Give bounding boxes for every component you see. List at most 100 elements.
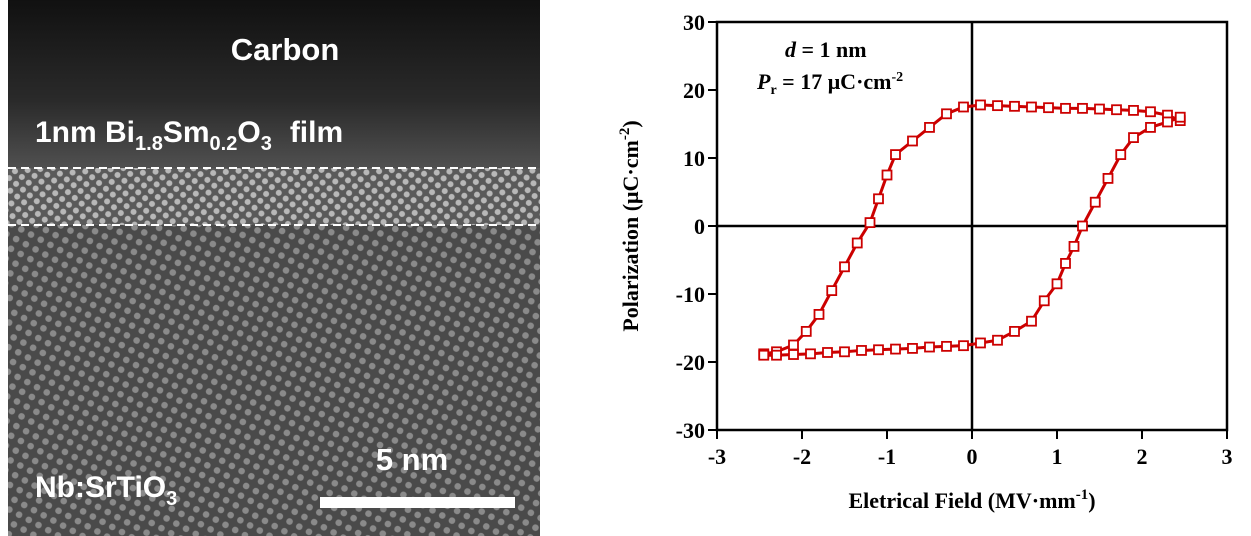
data-point — [1128, 132, 1139, 144]
data-point — [941, 340, 952, 352]
data-point — [1077, 220, 1088, 232]
data-point — [1043, 102, 1054, 114]
data-point — [881, 169, 893, 181]
data-point — [1026, 315, 1037, 327]
data-point — [1009, 100, 1020, 112]
data-point — [1094, 103, 1105, 115]
data-point — [1174, 111, 1186, 123]
x-tick-label: 2 — [1137, 444, 1148, 469]
annotation-part: P — [756, 69, 771, 94]
data-point — [924, 122, 935, 133]
data-point — [1111, 104, 1122, 116]
data-point — [1145, 122, 1156, 133]
y-tick-label: -10 — [676, 282, 705, 307]
carbon-region — [8, 0, 540, 168]
data-point — [873, 193, 884, 205]
data-point — [856, 345, 867, 356]
data-point — [1038, 295, 1050, 307]
data-point — [771, 349, 782, 361]
label-part: Sm — [163, 116, 210, 149]
data-point — [890, 149, 901, 161]
annotation-part: = 17 μC·cm — [777, 69, 892, 94]
data-point — [941, 108, 952, 120]
x-tick-label: 1 — [1052, 444, 1063, 469]
data-point — [992, 100, 1003, 112]
substrate-label: Nb:SrTiO3 — [35, 471, 177, 510]
data-point — [826, 285, 838, 297]
data-point — [851, 237, 863, 249]
annotation-part: d — [785, 37, 797, 62]
label-part: Polarization (μC·cm — [618, 140, 643, 331]
data-point — [975, 337, 986, 349]
subscript: r — [770, 83, 776, 98]
annotation-part: = 1 nm — [796, 37, 867, 62]
x-tick-label: -1 — [878, 444, 896, 469]
subscript: 1.8 — [135, 133, 163, 155]
tem-image: Carbon 1nm Bi1.8Sm0.2O3 film 5 nm Nb:SrTi… — [8, 0, 540, 536]
y-tick-label: 30 — [683, 10, 705, 35]
data-point — [758, 349, 770, 361]
film-label: 1nm Bi1.8Sm0.2O3 film — [35, 116, 343, 155]
data-point — [924, 341, 935, 353]
subscript: 3 — [166, 488, 177, 510]
annotation: Pr = 17 μC·cm-2 — [756, 69, 903, 98]
y-tick-label: -30 — [676, 418, 705, 443]
data-point — [873, 344, 884, 356]
label-part: Eletrical Field (MV·mm — [848, 488, 1075, 513]
data-point — [1060, 102, 1071, 114]
y-tick-label: 20 — [683, 78, 705, 103]
data-point — [864, 217, 876, 229]
label-part: 1nm Bi — [35, 116, 135, 149]
data-point — [1162, 116, 1173, 128]
film-region — [8, 168, 540, 225]
data-point — [992, 334, 1003, 346]
data-point — [1128, 105, 1139, 116]
data-point — [788, 339, 799, 351]
data-point — [839, 346, 850, 358]
y-tick-label: 0 — [694, 214, 705, 239]
data-point — [813, 308, 825, 320]
data-point — [1060, 257, 1071, 269]
scale-bar-label: 5 nm — [376, 442, 448, 477]
superscript: -1 — [1076, 487, 1089, 503]
data-point — [907, 342, 918, 354]
data-point — [890, 343, 901, 355]
scale-bar — [320, 497, 515, 508]
x-axis-label: Eletrical Field (MV·mm-1) — [848, 487, 1095, 513]
label-part: ) — [1088, 488, 1095, 513]
data-point — [1009, 325, 1020, 337]
label-part: ) — [618, 120, 643, 127]
data-point — [958, 340, 969, 352]
hysteresis-chart: d = 1 nm Pr = 17 μC·cm-2 Eletrical Field… — [617, 10, 1233, 513]
x-tick-label: -3 — [708, 444, 726, 469]
data-point — [958, 101, 969, 113]
label-part: O — [237, 116, 260, 149]
data-point — [1089, 196, 1101, 208]
y-tick-label: -20 — [676, 350, 705, 375]
label-part: film — [290, 116, 343, 149]
superscript: -2 — [892, 70, 904, 85]
data-point — [805, 348, 816, 360]
superscript: -2 — [617, 128, 633, 141]
label-part: Nb:SrTiO — [35, 471, 166, 504]
y-tick-label: 10 — [683, 146, 705, 171]
x-tick-label: 0 — [967, 444, 978, 469]
y-axis-label: Polarization (μC·cm-2) — [617, 120, 643, 331]
data-point — [1077, 102, 1088, 114]
data-point — [1051, 278, 1063, 290]
data-point — [800, 325, 812, 337]
data-point — [1145, 106, 1156, 118]
annotation: d = 1 nm — [785, 37, 867, 62]
data-point — [1026, 101, 1037, 113]
data-point — [1115, 149, 1127, 161]
subscript: 0.2 — [210, 133, 238, 155]
data-point — [822, 347, 833, 358]
data-point — [1102, 172, 1114, 184]
data-point — [907, 135, 918, 147]
x-tick-label: -2 — [793, 444, 811, 469]
data-point — [839, 261, 850, 273]
data-point — [975, 99, 986, 111]
data-point — [788, 349, 799, 360]
carbon-label: Carbon — [231, 32, 340, 67]
